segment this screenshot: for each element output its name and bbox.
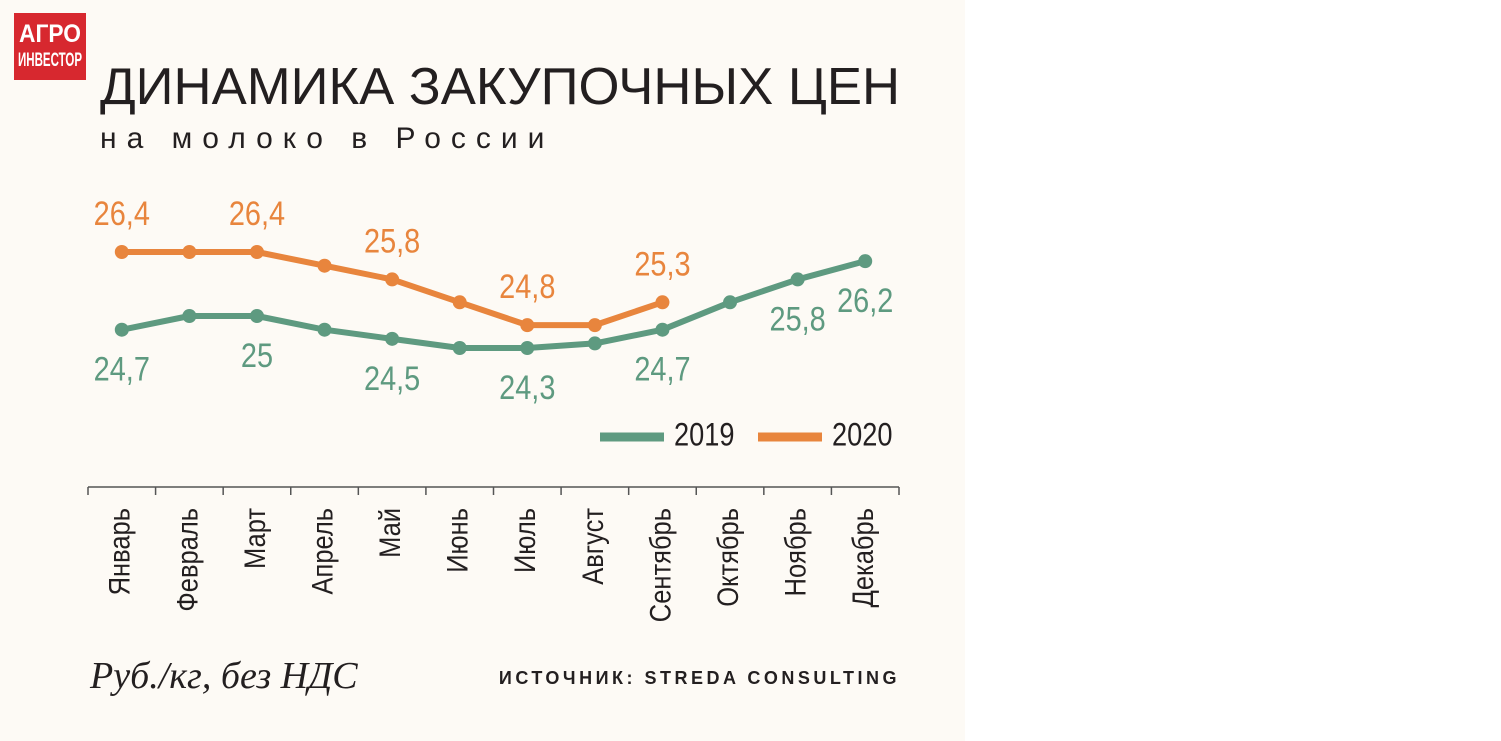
logo-text: АГРО: [19, 20, 81, 48]
data-point: [655, 322, 670, 337]
data-label: 25: [241, 336, 273, 375]
x-tick-label: Октябрь: [711, 508, 744, 607]
data-point: [114, 322, 129, 337]
chart-title: ДИНАМИКА ЗАКУПОЧНЫХ ЦЕН: [100, 58, 900, 116]
x-tick-label: Июль: [508, 508, 541, 573]
data-label: 25,8: [364, 221, 420, 260]
x-tick-label: Август: [576, 508, 609, 585]
data-label: 24,7: [94, 349, 150, 388]
x-tick-label: Март: [238, 508, 271, 569]
data-point: [385, 331, 400, 346]
logo-text: ИНВЕСТОР: [18, 50, 82, 71]
data-label: 25,8: [770, 299, 826, 338]
data-point: [452, 295, 467, 310]
data-point: [790, 272, 805, 287]
data-point: [182, 245, 197, 259]
data-label: 24,5: [364, 359, 420, 398]
x-tick-label: Февраль: [170, 508, 203, 612]
data-label: 24,7: [634, 349, 690, 388]
data-label: 26,4: [94, 194, 150, 233]
data-point: [587, 318, 602, 333]
data-point: [114, 245, 129, 259]
legend-label: 2020: [832, 417, 892, 453]
data-label: 26,2: [837, 281, 893, 320]
x-tick-label: Июнь: [441, 508, 474, 573]
logo-box: [14, 13, 86, 80]
data-point: [858, 254, 873, 269]
data-point: [182, 309, 197, 323]
data-label: 26,4: [229, 194, 285, 233]
chart-subtitle: на молоко в России: [100, 122, 554, 155]
data-label: 24,3: [499, 368, 555, 407]
data-point: [520, 341, 535, 355]
unit-label: Руб./кг, без НДС: [89, 655, 358, 697]
data-label: 24,8: [499, 267, 555, 306]
x-tick-label: Май: [373, 508, 406, 558]
source: ИСТОЧНИК: STREDA CONSULTING: [499, 668, 900, 688]
data-point: [520, 318, 535, 333]
background: [0, 0, 965, 741]
x-tick-label: Январь: [103, 508, 136, 595]
data-point: [587, 336, 602, 351]
legend-label: 2019: [674, 417, 734, 453]
data-label: 25,3: [634, 244, 690, 283]
data-point: [655, 295, 670, 310]
data-point: [723, 295, 738, 310]
data-point: [385, 272, 400, 287]
data-point: [317, 322, 332, 337]
x-tick-label: Декабрь: [846, 508, 879, 607]
series-line: [121, 258, 866, 351]
data-point: [249, 309, 264, 323]
x-tick-label: Сентябрь: [643, 508, 676, 622]
data-point: [317, 258, 332, 273]
data-point: [452, 341, 467, 355]
x-tick-label: Апрель: [306, 508, 339, 594]
x-tick-label: Ноябрь: [779, 508, 812, 596]
data-point: [249, 245, 264, 259]
